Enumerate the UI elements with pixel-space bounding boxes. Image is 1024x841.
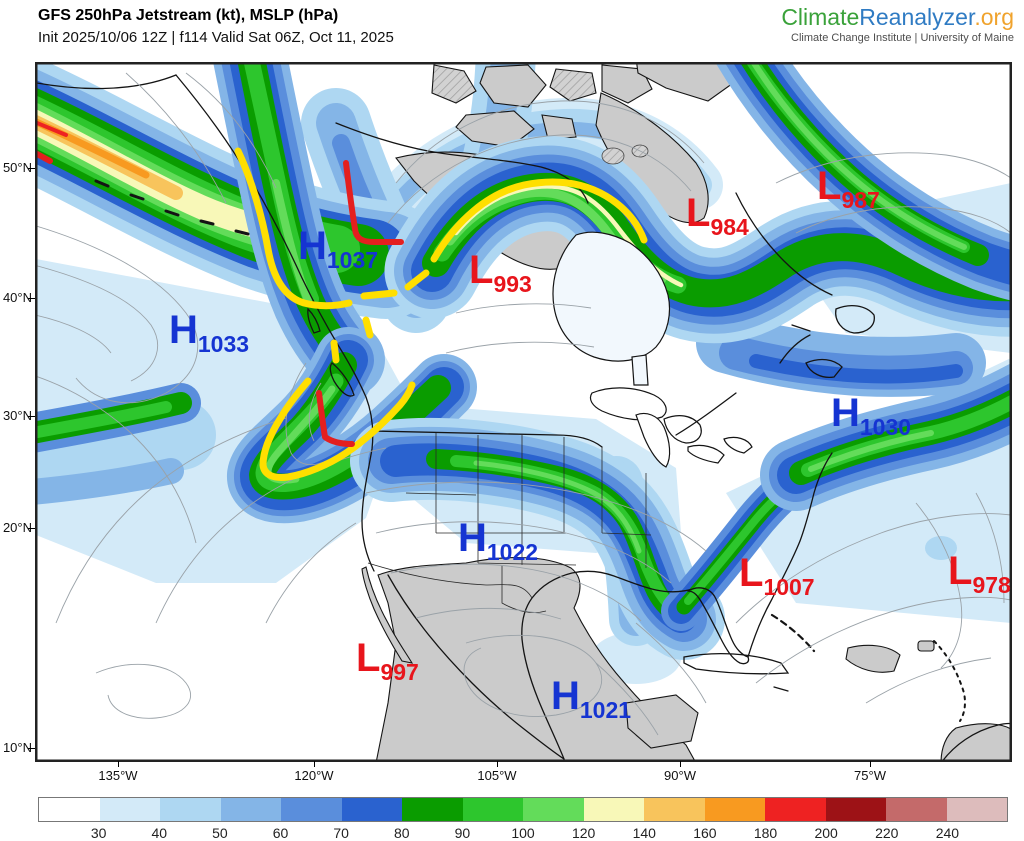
- map-title: GFS 250hPa Jetstream (kt), MSLP (hPa): [38, 7, 339, 24]
- map-frame: H1037 H1033 L993 L984 L987 H1030 H1022 L1007 L97…: [35, 62, 1012, 762]
- colorbar-segment-7: [462, 798, 523, 821]
- colorbar-segment-6: [402, 798, 463, 821]
- pressure-label-L987: L987: [817, 164, 880, 213]
- pressure-label-L997: L997: [356, 636, 419, 685]
- weather-map-canvas: H1037 H1033 L993 L984 L987 H1030 H1022 L1007 L97…: [36, 63, 1011, 761]
- colorbar-tick-40: 40: [151, 825, 168, 841]
- map-subtitle: Init 2025/10/06 12Z | f114 Valid Sat 06Z…: [38, 29, 394, 46]
- colorbar-segment-9: [583, 798, 644, 821]
- lat-tick: [28, 416, 35, 417]
- logo-tagline: Climate Change Institute | University of…: [791, 32, 1014, 44]
- logo-wordmark[interactable]: ClimateReanalyzer.org: [781, 4, 1014, 31]
- lat-tick: [28, 528, 35, 529]
- pressure-label-L1007: L1007: [739, 551, 815, 600]
- pressure-label-L993: L993: [469, 248, 532, 297]
- lon-tick: [118, 761, 119, 767]
- jetstream-bands: [36, 63, 1011, 660]
- colorbar-segment-10: [644, 798, 705, 821]
- jet-axis-lines: [234, 147, 648, 481]
- colorbar-tick-90: 90: [454, 825, 471, 841]
- lon-label-120°W: 120°W: [294, 768, 334, 783]
- jet-axis-dashes: [330, 269, 430, 364]
- lat-label-30°N: 30°N: [2, 408, 32, 423]
- pressure-label-L984: L984: [686, 191, 749, 240]
- pressure-label-H1021: H1021: [551, 674, 631, 723]
- colorbar-segment-5: [341, 798, 402, 821]
- colorbar-segment-12: [765, 798, 826, 821]
- lat-label-10°N: 10°N: [2, 740, 32, 755]
- lon-tick: [314, 761, 315, 767]
- colorbar-tick-140: 140: [632, 825, 656, 841]
- colorbar-segment-1: [99, 798, 160, 821]
- logo-reanalyzer: Reanalyzer: [859, 4, 975, 30]
- colorbar-tick-240: 240: [935, 825, 960, 841]
- colorbar-tick-80: 80: [393, 825, 410, 841]
- colorbar-tick-70: 70: [333, 825, 349, 841]
- streamlines: [36, 72, 1011, 736]
- lon-label-105°W: 105°W: [477, 768, 517, 783]
- colorbar-segments: [38, 797, 1008, 822]
- pressure-label-H1037: H1037: [298, 224, 378, 273]
- colorbar-tick-30: 30: [90, 825, 107, 841]
- pressure-label-H1030: H1030: [831, 391, 911, 440]
- colorbar-tick-180: 180: [753, 825, 778, 841]
- colorbar-tick-200: 200: [814, 825, 838, 841]
- pressure-label-L978: L978: [948, 549, 1011, 598]
- colorbar-segment-2: [160, 798, 221, 821]
- colorbar-segment-0: [39, 798, 100, 821]
- trough-stub-left-edge: [36, 149, 53, 164]
- trough-lines: [36, 149, 404, 447]
- trough-line-coast: [316, 390, 355, 447]
- coastlines: [36, 74, 1011, 761]
- lat-tick: [28, 748, 35, 749]
- colorbar-tick-220: 220: [875, 825, 899, 841]
- lon-label-75°W: 75°W: [854, 768, 886, 783]
- colorbar-segment-8: [523, 798, 584, 821]
- logo-org: .org: [974, 4, 1014, 30]
- colorbar-tick-labels: 30 40 50 60 70 80 90 100 120 140 160 180 200 220 240: [38, 822, 1008, 841]
- colorbar-tick-160: 160: [693, 825, 717, 841]
- colorbar: 30 40 50 60 70 80 90 100 120 140 160 180 200 220 240: [38, 797, 1008, 841]
- lon-label-135°W: 135°W: [98, 768, 138, 783]
- lat-label-40°N: 40°N: [2, 290, 32, 305]
- water-bodies: [552, 144, 753, 468]
- lon-tick: [680, 761, 681, 767]
- map-border: [36, 63, 1011, 761]
- lat-tick: [28, 168, 35, 169]
- pressure-label-H1022: H1022: [458, 516, 538, 565]
- colorbar-segment-15: [946, 798, 1007, 821]
- logo-climate: Climate: [781, 4, 860, 30]
- colorbar-tick-120: 120: [571, 825, 596, 841]
- jet-axis-bc: [234, 147, 353, 310]
- lat-label-20°N: 20°N: [2, 520, 32, 535]
- colorbar-segment-13: [825, 798, 886, 821]
- pressure-label-H1033: H1033: [169, 308, 249, 357]
- colorbar-segment-14: [886, 798, 947, 821]
- lat-label-50°N: 50°N: [2, 160, 32, 175]
- colorbar-segment-11: [704, 798, 765, 821]
- lon-tick: [870, 761, 871, 767]
- colorbar-tick-50: 50: [212, 825, 228, 841]
- colorbar-segment-3: [220, 798, 281, 821]
- colorbar-tick-100: 100: [511, 825, 535, 841]
- jet-axis-arc: [430, 178, 648, 263]
- climatereanalyzer-logo[interactable]: ClimateReanalyzer.org Climate Change Ins…: [781, 4, 1014, 44]
- colorbar-segment-4: [281, 798, 342, 821]
- lon-tick: [497, 761, 498, 767]
- lon-label-90°W: 90°W: [664, 768, 696, 783]
- colorbar-tick-60: 60: [272, 825, 289, 841]
- lat-tick: [28, 298, 35, 299]
- jet-axis-hook: [259, 377, 416, 481]
- trough-line-prairies: [343, 160, 404, 245]
